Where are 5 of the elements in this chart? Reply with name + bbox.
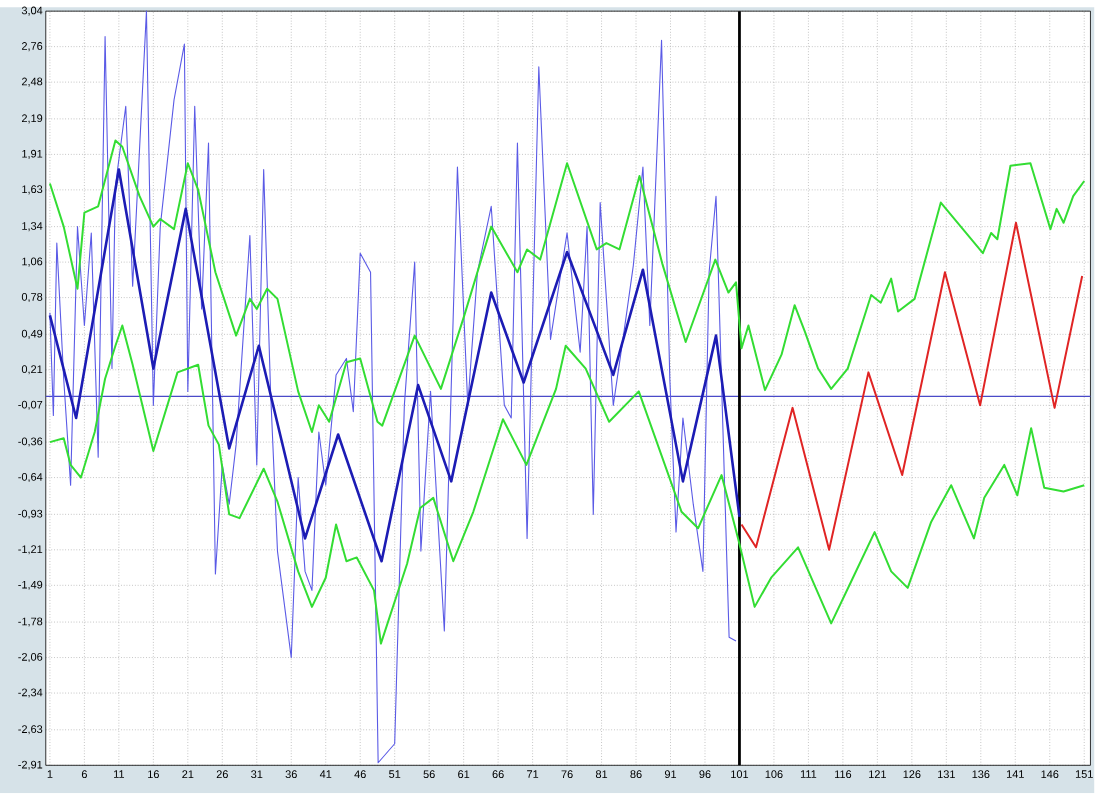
line-series xyxy=(48,168,741,563)
line-series xyxy=(48,324,1086,646)
line-series xyxy=(48,139,1086,434)
line-series xyxy=(49,11,737,764)
line-series xyxy=(740,222,1084,552)
